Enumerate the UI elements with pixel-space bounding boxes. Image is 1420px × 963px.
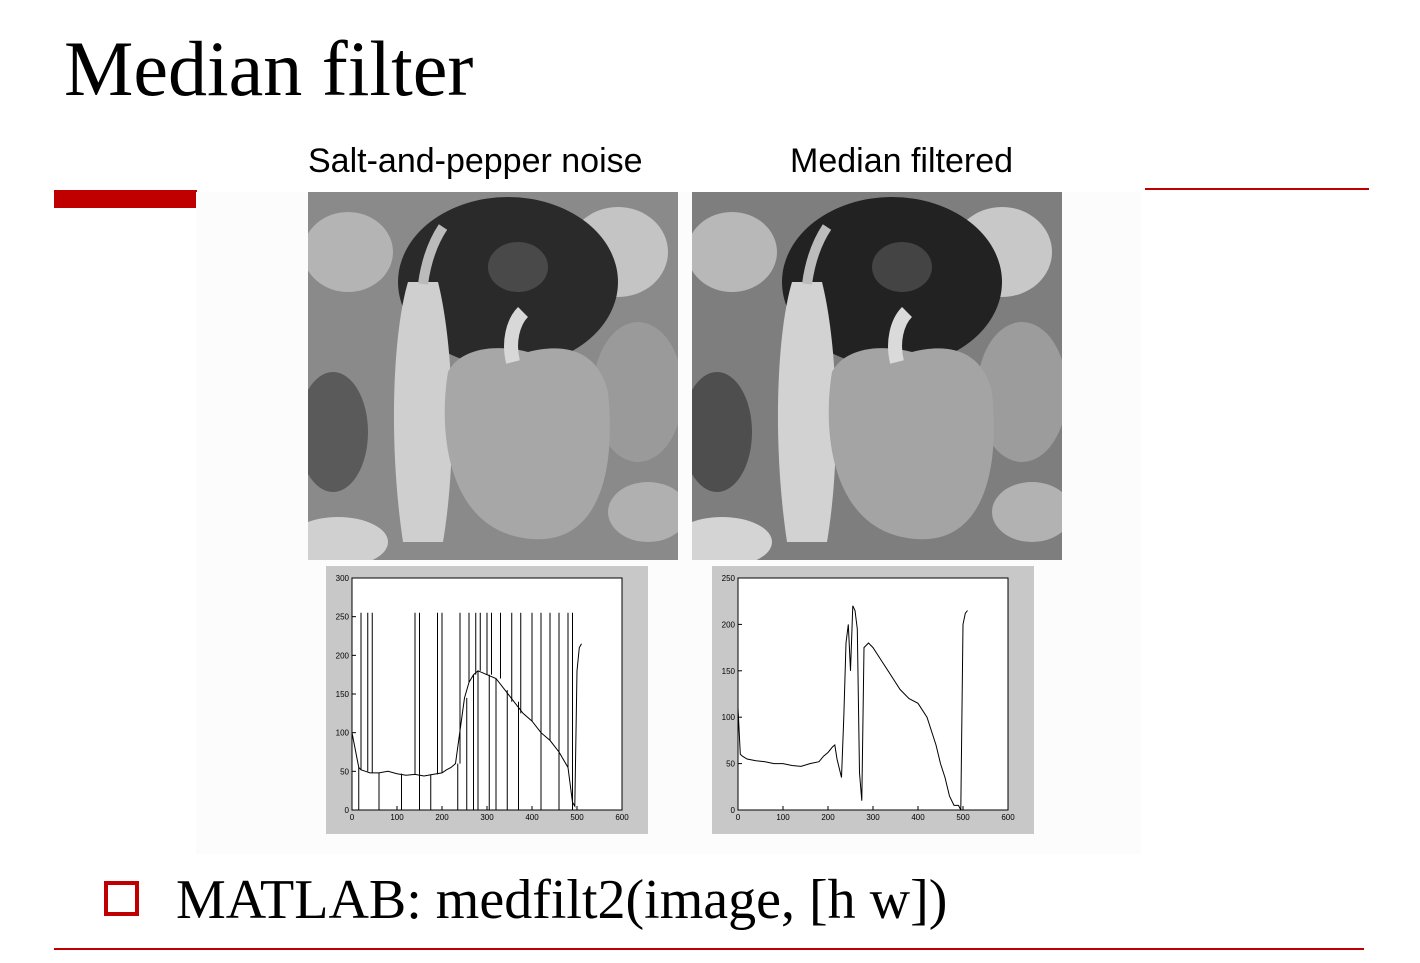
x-tick-label: 200 [435, 813, 449, 822]
y-tick-label: 150 [722, 667, 736, 676]
y-tick-label: 150 [336, 690, 350, 699]
x-tick-label: 600 [1001, 813, 1015, 822]
x-tick-label: 600 [615, 813, 629, 822]
x-tick-label: 500 [956, 813, 970, 822]
x-tick-label: 400 [525, 813, 539, 822]
y-tick-label: 100 [722, 713, 736, 722]
filtered-row-profile-plot: 0 100 200 300 400 500 600 0 50 100 150 200 250 [712, 566, 1034, 834]
noisy-row-profile-plot: 0 100 200 300 400 500 600 0 50 100 150 200 250 300 [326, 566, 648, 834]
y-tick-label: 300 [336, 574, 350, 583]
x-tick-label: 100 [390, 813, 404, 822]
bullet-square-icon [104, 881, 139, 916]
filtered-image-label: Median filtered [790, 142, 1014, 180]
y-tick-label: 200 [336, 651, 350, 660]
x-tick-label: 400 [911, 813, 925, 822]
bottom-divider [54, 948, 1364, 950]
top-divider [1145, 188, 1369, 190]
y-tick-label: 0 [731, 806, 736, 815]
y-tick-label: 250 [336, 613, 350, 622]
matlab-bullet-text: MATLAB: medfilt2(image, [h w]) [176, 869, 948, 931]
x-tick-label: 0 [736, 813, 741, 822]
plot-area [351, 577, 623, 811]
y-tick-label: 50 [726, 760, 735, 769]
x-tick-label: 200 [821, 813, 835, 822]
noisy-image-label: Salt-and-pepper noise [308, 142, 643, 180]
slide-title: Median filter [64, 25, 474, 112]
y-tick-label: 100 [336, 729, 350, 738]
x-tick-label: 0 [350, 813, 355, 822]
series-line [737, 605, 968, 811]
title-accent-bar [54, 190, 197, 208]
y-tick-label: 200 [722, 620, 736, 629]
x-tick-label: 300 [866, 813, 880, 822]
y-tick-label: 50 [340, 767, 349, 776]
plot-area [737, 577, 1009, 811]
x-tick-label: 500 [570, 813, 584, 822]
x-tick-label: 300 [480, 813, 494, 822]
x-tick-label: 100 [776, 813, 790, 822]
series-line [351, 643, 582, 808]
filtered-peppers-photo [692, 192, 1062, 560]
y-tick-label: 250 [722, 574, 736, 583]
y-tick-label: 0 [345, 806, 350, 815]
noisy-peppers-photo [308, 192, 678, 560]
